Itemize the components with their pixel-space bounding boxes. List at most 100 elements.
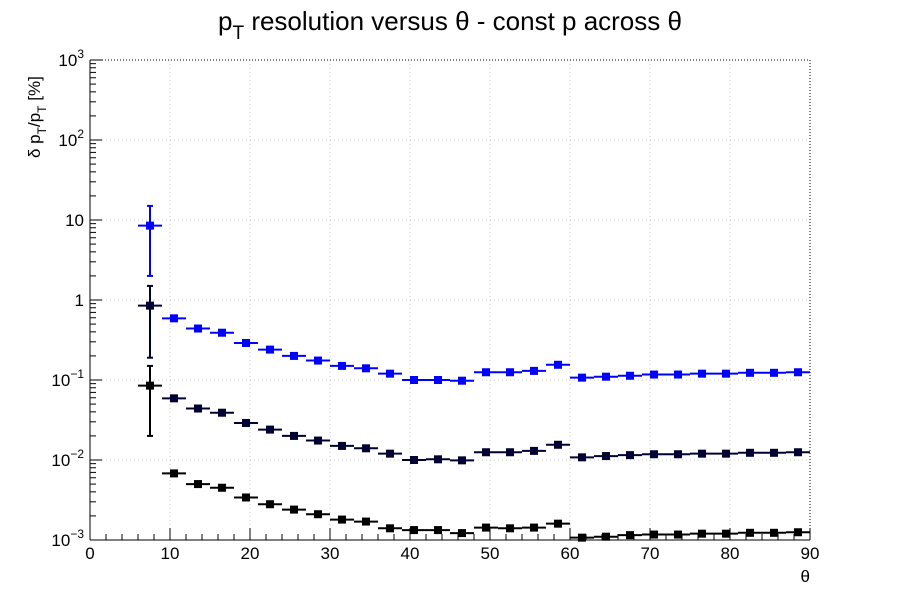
data-point xyxy=(722,369,730,378)
data-point xyxy=(170,394,178,403)
data-point xyxy=(578,533,586,542)
x-tick-label: 40 xyxy=(401,544,420,563)
data-point xyxy=(794,448,802,457)
data-point xyxy=(698,449,706,458)
chart-title: pT resolution versus θ - const p across … xyxy=(218,6,682,44)
data-point xyxy=(218,328,226,337)
data-point xyxy=(314,436,322,445)
data-point xyxy=(242,419,250,428)
data-point xyxy=(266,345,274,354)
data-point xyxy=(410,376,418,384)
y-tick-label: 10−2 xyxy=(51,447,84,470)
data-point xyxy=(554,519,562,528)
x-tick-label: 90 xyxy=(801,544,820,563)
data-point xyxy=(194,480,202,489)
data-point xyxy=(746,528,754,537)
data-point xyxy=(170,469,178,478)
data-point xyxy=(650,450,658,459)
data-point xyxy=(794,528,802,537)
data-point xyxy=(722,529,730,538)
data-point xyxy=(434,376,442,384)
data-point xyxy=(194,324,202,333)
data-point xyxy=(650,530,658,539)
series-1 xyxy=(138,204,810,385)
data-point xyxy=(530,446,538,455)
data-point xyxy=(146,381,154,390)
data-point xyxy=(410,526,418,535)
data-point xyxy=(410,456,418,464)
data-point xyxy=(746,368,754,377)
data-point xyxy=(554,440,562,449)
data-point xyxy=(482,523,490,532)
data-point xyxy=(314,356,322,365)
data-point xyxy=(626,371,634,380)
data-point xyxy=(242,339,250,348)
data-point xyxy=(602,372,610,381)
data-point xyxy=(290,505,298,514)
data-point xyxy=(386,369,394,378)
data-point xyxy=(218,483,226,492)
data-point xyxy=(506,524,514,533)
x-tick-label: 50 xyxy=(481,544,500,563)
y-tick-label: 1 xyxy=(75,291,84,310)
x-tick-label: 70 xyxy=(641,544,660,563)
x-tick-label: 60 xyxy=(561,544,580,563)
data-point xyxy=(338,441,346,450)
series-2 xyxy=(138,284,810,465)
data-point xyxy=(602,452,610,461)
data-point xyxy=(458,529,466,538)
data-point xyxy=(626,531,634,540)
data-point xyxy=(338,515,346,524)
data-point xyxy=(578,373,586,382)
x-tick-label: 20 xyxy=(241,544,260,563)
data-point xyxy=(698,369,706,378)
data-point xyxy=(170,314,178,323)
data-point xyxy=(434,455,442,464)
data-point xyxy=(194,404,202,413)
data-point xyxy=(386,449,394,458)
data-point xyxy=(650,370,658,379)
data-point xyxy=(362,517,370,526)
data-point xyxy=(458,456,466,465)
data-point xyxy=(530,366,538,375)
series-3 xyxy=(138,364,810,542)
data-point xyxy=(290,431,298,440)
y-tick-label: 103 xyxy=(58,47,84,70)
data-point xyxy=(674,450,682,459)
data-point xyxy=(266,500,274,509)
x-tick-label: 80 xyxy=(721,544,740,563)
y-tick-label: 10−1 xyxy=(51,367,84,390)
data-point xyxy=(506,368,514,377)
data-point xyxy=(218,408,226,417)
x-tick-label: 0 xyxy=(85,544,94,563)
data-point xyxy=(314,510,322,519)
data-point xyxy=(290,351,298,360)
data-point xyxy=(266,425,274,434)
x-axis-label: θ xyxy=(801,567,810,586)
data-point xyxy=(242,493,250,502)
x-tick-label: 30 xyxy=(321,544,340,563)
data-series xyxy=(138,204,810,542)
data-point xyxy=(434,526,442,535)
data-point xyxy=(578,453,586,462)
data-point xyxy=(674,530,682,539)
y-tick-label: 10−3 xyxy=(51,527,84,550)
data-point xyxy=(386,524,394,533)
data-point xyxy=(770,448,778,457)
data-point xyxy=(722,449,730,458)
data-point xyxy=(458,376,466,385)
data-point xyxy=(530,523,538,532)
data-point xyxy=(698,529,706,538)
data-point xyxy=(770,528,778,537)
data-point xyxy=(506,448,514,457)
data-point xyxy=(674,370,682,379)
data-point xyxy=(482,448,490,457)
y-tick-label: 102 xyxy=(58,127,84,150)
data-point xyxy=(626,451,634,460)
data-point xyxy=(338,361,346,370)
y-axis-label: δ pT/pT [%] xyxy=(25,76,49,158)
y-tick-label: 10 xyxy=(65,211,84,230)
data-point xyxy=(794,368,802,377)
grid xyxy=(90,60,810,540)
